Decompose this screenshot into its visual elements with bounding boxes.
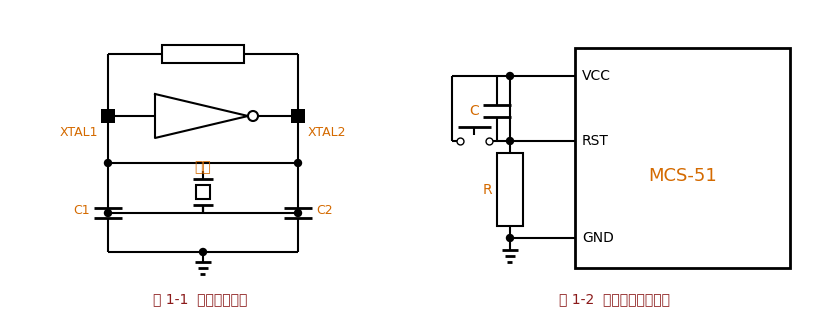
Text: 图 1-2  外部按键复位电路: 图 1-2 外部按键复位电路 (560, 292, 671, 306)
Bar (497, 153, 523, 226)
Bar (575, 48, 790, 268)
Text: RST: RST (582, 134, 609, 148)
Circle shape (507, 72, 514, 80)
Text: R: R (482, 183, 492, 197)
Circle shape (294, 112, 301, 120)
Text: XTAL2: XTAL2 (308, 126, 346, 139)
Bar (101, 109, 115, 123)
Text: C2: C2 (316, 203, 333, 216)
Circle shape (199, 248, 207, 256)
Circle shape (507, 234, 514, 242)
Circle shape (294, 159, 301, 167)
Text: 图 1-1  内部时钟电路: 图 1-1 内部时钟电路 (153, 292, 248, 306)
Circle shape (294, 210, 301, 216)
Text: C: C (469, 104, 479, 118)
Text: MCS-51: MCS-51 (648, 167, 717, 185)
Bar (291, 109, 305, 123)
Circle shape (507, 138, 514, 144)
Text: C1: C1 (74, 203, 90, 216)
Text: GND: GND (582, 231, 614, 245)
Bar (196, 185, 210, 199)
Bar (162, 45, 244, 63)
Circle shape (105, 159, 111, 167)
Text: 晶振: 晶振 (194, 160, 212, 174)
Text: VCC: VCC (582, 69, 611, 83)
Circle shape (105, 112, 111, 120)
Circle shape (105, 210, 111, 216)
Text: XTAL1: XTAL1 (60, 126, 98, 139)
